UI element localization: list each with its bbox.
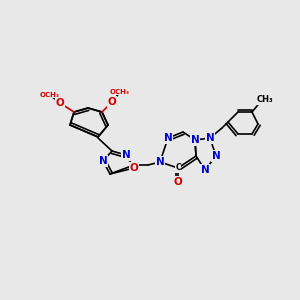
Text: N: N: [122, 150, 130, 160]
Text: O: O: [56, 98, 64, 108]
Text: N: N: [201, 165, 209, 175]
Text: CH₃: CH₃: [257, 95, 273, 104]
Text: O: O: [130, 163, 138, 173]
Text: N: N: [99, 156, 107, 166]
Text: N: N: [156, 157, 164, 167]
Text: N: N: [212, 151, 220, 161]
Text: C: C: [175, 164, 181, 172]
Text: N: N: [164, 133, 172, 143]
Text: OCH₃: OCH₃: [40, 92, 60, 98]
Text: N: N: [206, 133, 214, 143]
Text: OCH₃: OCH₃: [110, 89, 130, 95]
Text: O: O: [174, 177, 182, 187]
Text: N: N: [190, 135, 200, 145]
Text: O: O: [108, 97, 116, 107]
